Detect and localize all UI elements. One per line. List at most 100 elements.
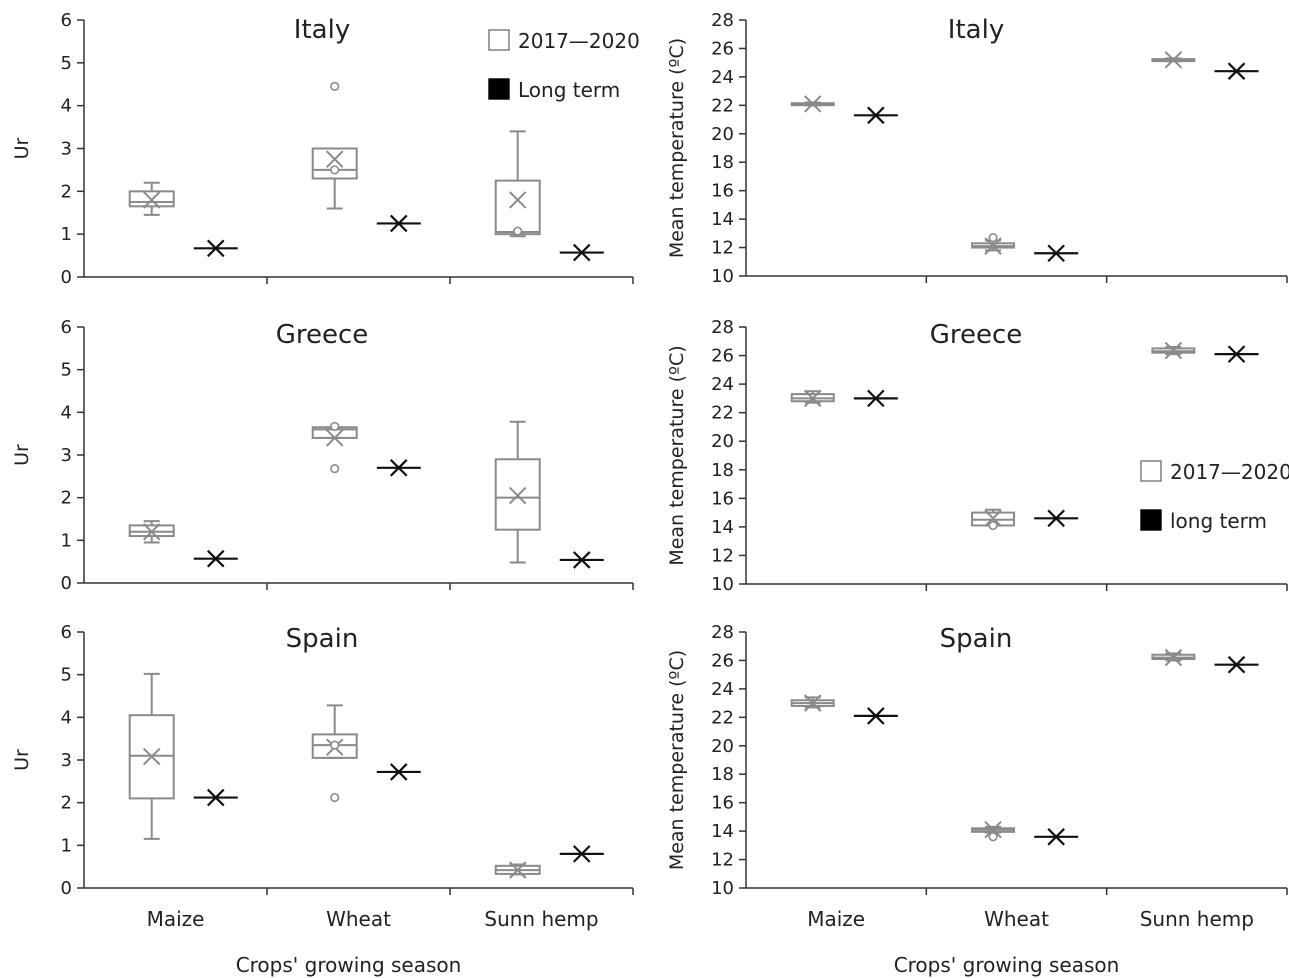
panel-3: 0 1 2 3 4 5 6 Ur Greece (11, 317, 634, 594)
y-tick-label: 10 (711, 266, 734, 287)
box-iqr (311, 147, 358, 180)
y-tick-label: 6 (61, 10, 72, 31)
y-tick-label: 1 (61, 835, 72, 856)
category-label: Wheat (984, 907, 1049, 931)
y-tick-label: 4 (61, 402, 72, 423)
mean-marker (804, 694, 822, 712)
mean-marker (1164, 51, 1183, 69)
y-axis-label: Mean temperature (ºC) (666, 650, 688, 870)
mean-marker (326, 150, 344, 168)
y-tick-label: 0 (61, 878, 72, 899)
panel-title: Greece (276, 320, 369, 350)
y-tick-label: 3 (61, 139, 72, 160)
mean-marker (509, 191, 527, 209)
y-tick-label: 4 (61, 96, 72, 117)
y-tick-label: 4 (61, 707, 72, 728)
mean-marker (326, 429, 344, 447)
y-tick-label: 26 (711, 346, 734, 367)
mean-marker (804, 95, 822, 113)
legend-label: long term (1170, 509, 1267, 533)
panel-6: 10 12 14 16 18 20 22 24 26 28 Mean temperature (ºC… (666, 622, 1288, 977)
box-iqr (494, 179, 541, 236)
panel-2: 10 12 14 16 18 20 22 24 26 28 Mean temperature (ºC… (666, 10, 1288, 287)
y-tick-label: 5 (61, 53, 72, 74)
y-tick-label: 20 (711, 431, 734, 452)
y-tick-label: 0 (61, 573, 72, 594)
outlier-point (988, 233, 998, 243)
y-tick-label: 6 (61, 622, 72, 643)
category-label: Maize (807, 907, 865, 931)
y-tick-label: 3 (61, 750, 72, 771)
y-tick-label: 22 (711, 95, 734, 116)
panel-title: Greece (930, 320, 1023, 350)
long-term-marker (1227, 62, 1246, 80)
legend-swatch (1140, 509, 1162, 531)
y-tick-label: 16 (711, 793, 734, 814)
outlier-point (330, 81, 340, 91)
long-term-marker (389, 763, 408, 781)
y-axis-label: Mean temperature (ºC) (666, 38, 688, 258)
long-term-marker (1227, 345, 1246, 363)
mean-marker (1164, 648, 1183, 667)
y-axis-label: Mean temperature (ºC) (666, 345, 688, 565)
long-term-marker (572, 551, 591, 569)
y-tick-label: 5 (61, 665, 72, 686)
legend-label: 2017—2020 (1170, 460, 1289, 484)
long-term-marker (867, 389, 885, 408)
category-label: Sunn hemp (484, 907, 598, 931)
panel-5: 0 1 2 3 4 5 6 Ur Spain Maize Wheat Sunn hemp Crops' … (11, 622, 634, 977)
y-tick-label: 14 (711, 209, 734, 230)
y-axis-label: Ur (11, 444, 33, 466)
outlier-point (330, 792, 340, 803)
box-iqr (128, 190, 175, 208)
y-tick-label: 0 (61, 267, 72, 288)
y-tick-label: 16 (711, 181, 734, 202)
long-term-marker (867, 106, 885, 125)
y-tick-label: 24 (711, 67, 734, 88)
legend-swatch (488, 78, 510, 100)
y-tick-label: 2 (61, 181, 72, 202)
long-term-marker (1047, 244, 1065, 263)
category-label: Sunn hemp (1140, 907, 1254, 931)
y-tick-label: 2 (61, 488, 72, 509)
y-tick-label: 20 (711, 124, 734, 145)
long-term-marker (389, 459, 408, 477)
y-tick-label: 18 (711, 460, 734, 481)
y-tick-label: 28 (711, 10, 734, 31)
y-tick-label: 28 (711, 622, 734, 643)
panel-title: Italy (948, 15, 1004, 45)
mean-marker (984, 509, 1002, 528)
mean-marker (143, 523, 161, 541)
y-tick-label: 22 (711, 403, 734, 424)
mean-marker (509, 861, 527, 879)
y-tick-label: 22 (711, 707, 734, 728)
y-tick-label: 1 (61, 224, 72, 245)
y-tick-label: 12 (711, 545, 734, 566)
panel-title: Spain (940, 624, 1013, 654)
panel-title: Italy (294, 15, 350, 45)
long-term-marker (1047, 828, 1065, 846)
long-term-marker (1227, 655, 1246, 674)
outlier-point (513, 226, 523, 236)
long-term-marker (206, 239, 225, 258)
y-tick-label: 16 (711, 488, 734, 509)
box-iqr (494, 458, 541, 531)
y-tick-label: 28 (711, 317, 734, 338)
box-iqr (128, 714, 175, 800)
y-tick-label: 12 (711, 850, 734, 871)
y-tick-label: 20 (711, 736, 734, 757)
y-tick-label: 26 (711, 38, 734, 59)
mean-marker (509, 486, 527, 505)
legend-swatch (488, 29, 510, 51)
y-tick-label: 26 (711, 650, 734, 671)
long-term-marker (572, 845, 591, 863)
legend-label: Long term (518, 78, 620, 102)
legend-label: 2017—2020 (518, 29, 640, 53)
outlier-point (330, 740, 340, 750)
outlier-point (988, 520, 998, 531)
y-axis-label: Ur (11, 749, 33, 771)
legend-swatch (1140, 460, 1162, 482)
panel-4: 10 12 14 16 18 20 22 24 26 28 Mean temperature (ºC… (666, 317, 1289, 595)
long-term-marker (389, 214, 408, 233)
